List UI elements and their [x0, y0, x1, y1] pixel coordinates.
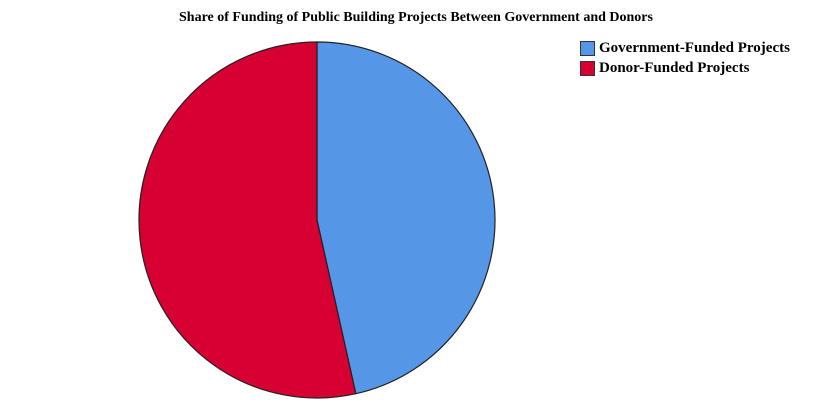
- legend-swatch-donor: [580, 60, 595, 76]
- legend: Government-Funded Projects Donor-Funded …: [580, 38, 790, 78]
- legend-label-donor: Donor-Funded Projects: [599, 59, 750, 76]
- legend-swatch-government: [580, 40, 595, 56]
- legend-item-government: Government-Funded Projects: [580, 38, 790, 58]
- pie-slice-government: [316, 41, 496, 395]
- legend-item-donor: Donor-Funded Projects: [580, 58, 790, 78]
- legend-label-government: Government-Funded Projects: [599, 39, 790, 56]
- pie-slice-donor: [138, 41, 357, 399]
- chart-title: Share of Funding of Public Building Proj…: [179, 10, 653, 25]
